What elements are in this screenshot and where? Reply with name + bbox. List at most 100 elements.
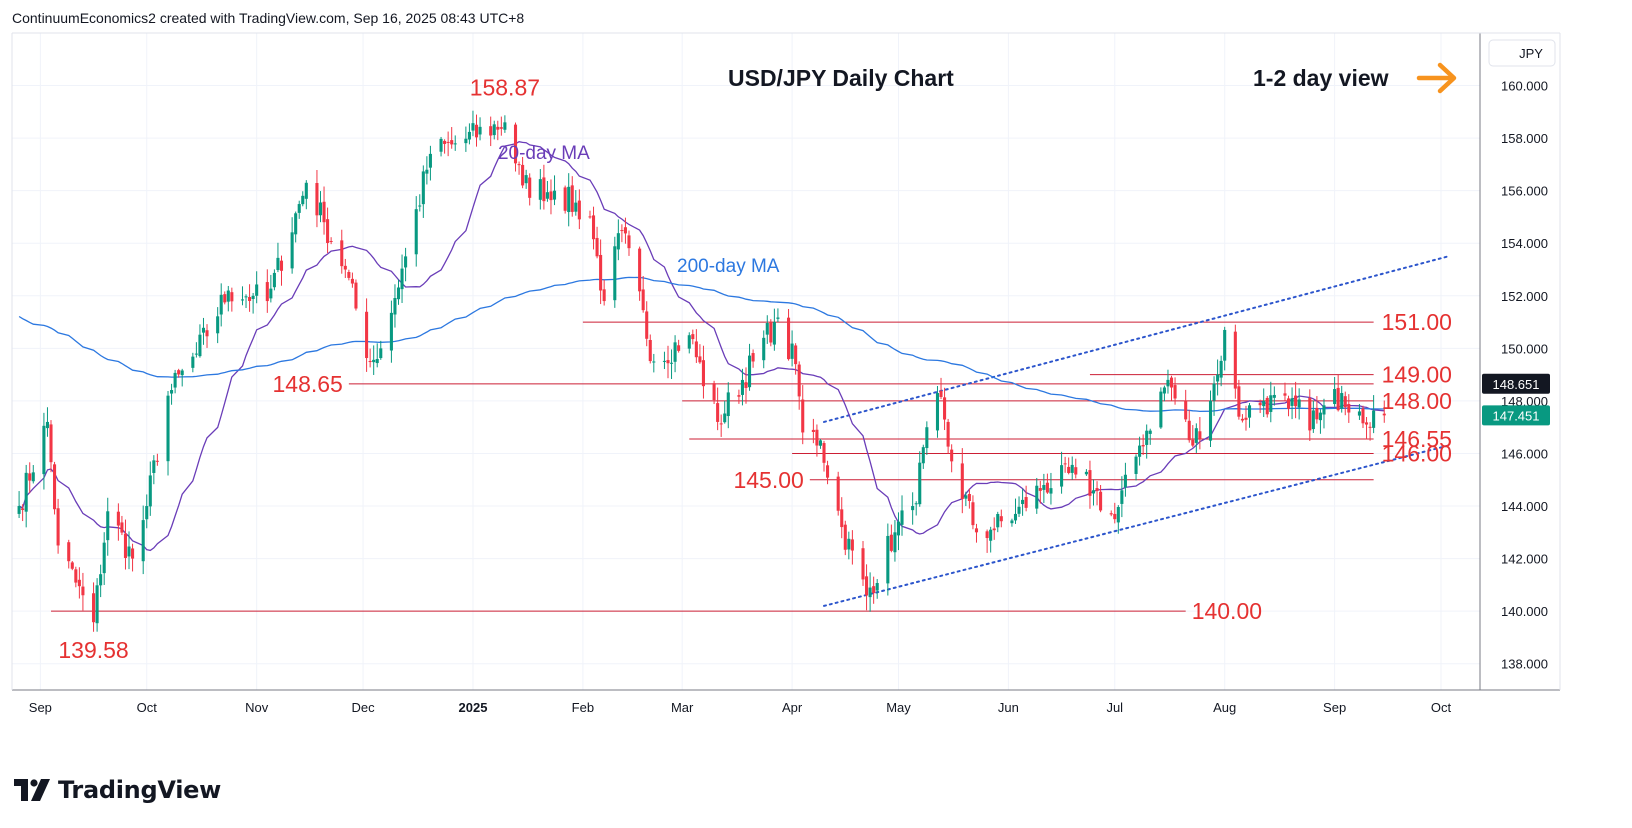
price-extreme-label: 139.58: [58, 637, 128, 663]
candle-down: [53, 464, 57, 510]
candle-down: [1294, 395, 1298, 407]
candle-down: [1067, 466, 1071, 474]
candle-up: [748, 355, 752, 388]
candle-up: [255, 284, 259, 296]
candle-down: [499, 127, 503, 129]
candle-down: [1187, 420, 1191, 441]
candle-down: [528, 177, 532, 198]
candle-up: [538, 179, 542, 200]
candle-down: [1045, 482, 1049, 493]
candle-down: [1265, 397, 1269, 415]
candle-up: [42, 425, 46, 475]
candle-up: [375, 358, 379, 364]
candle-up: [762, 337, 766, 361]
candle-up: [194, 353, 198, 355]
candle-up: [1035, 485, 1039, 509]
level-label: 151.00: [1382, 309, 1452, 335]
candle-up: [935, 393, 940, 431]
candle-up: [17, 506, 21, 514]
candle-up: [219, 294, 223, 315]
candle-down: [1109, 513, 1113, 515]
candle-up: [989, 529, 993, 541]
candle-down: [1191, 439, 1195, 446]
candle-up: [1311, 410, 1315, 430]
candle-down: [641, 289, 645, 311]
arrow-right-icon: [1416, 62, 1457, 94]
candle-up: [740, 379, 744, 395]
level-label: 149.00: [1382, 362, 1452, 388]
candle-down: [496, 126, 500, 130]
candle-up: [1208, 400, 1213, 441]
candle-down: [599, 254, 603, 291]
candle-down: [1237, 386, 1241, 417]
candle-down: [677, 345, 681, 351]
candle-down: [205, 330, 209, 337]
candle-down: [623, 227, 627, 234]
candle-down: [1343, 396, 1347, 408]
candle-up: [372, 359, 376, 363]
candle-down: [1113, 513, 1117, 520]
candle-up: [616, 233, 620, 250]
chart-subtitle: 1-2 day view: [1253, 65, 1389, 91]
candle-down: [595, 237, 599, 257]
x-tick-label: 2025: [459, 700, 488, 715]
candle-down: [223, 294, 227, 303]
candle-up: [1162, 387, 1166, 394]
candle-down: [74, 569, 78, 583]
candle-up: [723, 413, 727, 423]
candle-down: [77, 579, 81, 587]
candle-up: [567, 186, 571, 213]
candle-up: [1084, 471, 1088, 475]
candle-down: [1283, 393, 1287, 396]
candle-up: [269, 288, 273, 299]
candle-up: [896, 521, 901, 536]
candle-down: [329, 240, 333, 242]
y-tick-label: 144.000: [1501, 499, 1548, 514]
candle-down: [81, 586, 85, 596]
candle-down: [591, 215, 596, 240]
candle-down: [744, 382, 748, 388]
candle-down: [840, 509, 844, 528]
candle-up: [1216, 374, 1220, 382]
candle-down: [716, 403, 720, 422]
candle-down: [474, 124, 479, 138]
candle-down: [443, 140, 447, 144]
y-tick-label: 158.000: [1501, 131, 1548, 146]
candle-down: [28, 473, 32, 481]
candle-down: [326, 219, 330, 243]
candle-up: [170, 390, 174, 394]
ma-label: 200-day MA: [677, 256, 780, 277]
y-tick-label: 146.000: [1501, 446, 1548, 461]
candle-down: [719, 423, 723, 425]
candle-up: [1060, 465, 1064, 487]
candle-up: [574, 202, 578, 212]
candle-down: [56, 508, 60, 546]
price-tag-text: 148.651: [1493, 377, 1540, 392]
candle-up: [1262, 400, 1266, 407]
candle-up: [439, 138, 443, 152]
candle-up: [1340, 393, 1344, 409]
candle-up: [453, 143, 457, 145]
chart-attribution: ContinuumEconomics2 created with Trading…: [12, 10, 525, 26]
y-tick-label: 150.000: [1501, 341, 1548, 356]
ma-200-line: [18, 276, 1385, 413]
candle-down: [861, 548, 865, 580]
candle-down: [971, 502, 975, 526]
candle-up: [652, 361, 656, 363]
candle-down: [120, 522, 124, 533]
candle-up: [790, 343, 794, 359]
candle-down: [974, 528, 979, 533]
candle-up: [400, 268, 404, 290]
level-label: 148.00: [1382, 388, 1452, 414]
candle-up: [1021, 499, 1025, 505]
candle-down: [801, 399, 805, 433]
candle-up: [1049, 488, 1053, 494]
candle-down: [815, 429, 819, 446]
candle-down: [787, 317, 791, 360]
candle-up: [1138, 445, 1142, 457]
candle-down: [691, 334, 695, 340]
tradingview-logo[interactable]: TradingView: [14, 776, 221, 804]
candle-down: [489, 126, 493, 136]
